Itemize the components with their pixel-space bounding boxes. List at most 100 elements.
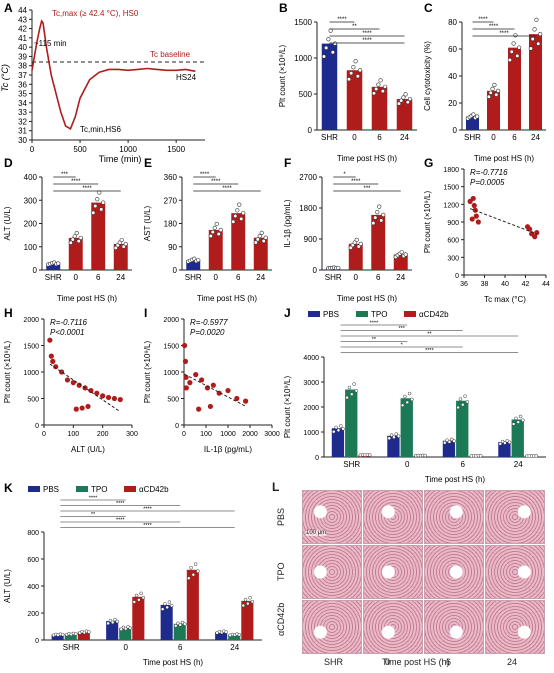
bar [186, 569, 199, 640]
bar [442, 440, 456, 457]
data-point [231, 219, 236, 224]
data-point [447, 440, 452, 444]
sig-label: **** [337, 17, 347, 23]
bar [498, 442, 511, 457]
data-point [371, 221, 376, 226]
bar [173, 623, 186, 640]
x-tick-label: 6 [236, 273, 241, 282]
x-axis-label: Time post HS (h) [57, 294, 117, 303]
y-axis-label: Plt count (×10⁹/L) [143, 340, 152, 403]
sig-label: **** [362, 38, 372, 44]
bar [371, 214, 386, 270]
trend-line [469, 208, 537, 235]
y-tick-label: 34 [18, 99, 27, 108]
data-point [392, 435, 396, 439]
bar [160, 604, 173, 640]
bar [51, 634, 64, 640]
y-tick-label: 270 [164, 196, 178, 205]
histology-tile [302, 545, 362, 599]
data-point [346, 77, 352, 82]
y-tick-label: 500 [167, 397, 179, 404]
data-point [387, 436, 392, 441]
sig-label: ** [91, 512, 96, 518]
data-point [105, 394, 112, 401]
panel-k: K PBS TPO αCD42b ALT (U/L) Time post HS (h) 0 2… [0, 480, 270, 668]
sig-label: **** [116, 518, 125, 524]
x-tick-label: 1000 [119, 145, 137, 154]
data-point [76, 382, 82, 388]
y-axis-label: AST (U/L) [143, 205, 152, 241]
data-point [396, 434, 401, 438]
y-tick-label: 0 [175, 423, 179, 430]
data-point [87, 630, 91, 634]
bar [113, 243, 128, 270]
scale-bar-label: 100 μm [306, 530, 327, 536]
x-tick-label: SHR [325, 273, 342, 282]
data-point [471, 202, 477, 209]
bar [321, 43, 338, 130]
data-point [70, 237, 75, 242]
data-point [458, 397, 463, 401]
histology-tile [424, 545, 484, 599]
bar [77, 631, 90, 640]
data-point [196, 258, 201, 263]
column-label: 24 [507, 657, 518, 667]
bar [91, 202, 106, 270]
data-point [119, 237, 124, 243]
x-tick-label: 200 [97, 431, 109, 438]
legend-label: TPO [371, 310, 387, 319]
data-point [134, 593, 139, 598]
column-label: 6 [446, 657, 452, 667]
data-point [351, 65, 356, 70]
data-point [336, 265, 341, 271]
x-tick-label: SHR [321, 133, 338, 142]
bar [371, 86, 388, 130]
data-point [330, 50, 335, 55]
y-axis-label: Cell cytotoxicity (%) [423, 41, 432, 111]
legend-label: PBS [43, 485, 59, 494]
data-point [183, 374, 189, 380]
data-point [191, 572, 196, 577]
sig-label: **** [143, 523, 152, 529]
legend-label: αCD42b [419, 310, 449, 319]
x-tick-label: 24 [400, 133, 409, 142]
data-point [243, 398, 249, 404]
row-label: αCD42b [276, 602, 286, 636]
data-point [496, 88, 501, 93]
data-point [478, 454, 483, 458]
data-point [514, 416, 518, 421]
y-tick-label: 80 [448, 18, 457, 27]
bar [331, 428, 345, 457]
x-axis-label: IL-1β (pg/mL) [204, 445, 253, 454]
data-point [452, 439, 456, 443]
data-point [196, 569, 200, 573]
annotation-hs24: HS24 [176, 73, 197, 82]
data-point [189, 565, 193, 570]
sig-label: *** [61, 172, 69, 178]
y-tick-label: 0 [33, 266, 38, 275]
panel-g: G Plt count (×10⁹/L) Tc max (°C) R=-0.7716 P… [420, 155, 554, 305]
panel-letter: A [4, 1, 13, 15]
x-tick-label: 0 [491, 133, 496, 142]
data-point [74, 632, 78, 636]
y-tick-label: 1000 [23, 370, 39, 377]
data-point [100, 393, 106, 399]
data-point [410, 397, 414, 402]
data-point [48, 353, 54, 359]
y-tick-label: 400 [27, 584, 39, 591]
y-tick-label: 200 [27, 611, 39, 618]
legend-swatch [28, 486, 40, 492]
bar [215, 631, 228, 640]
data-point [367, 453, 372, 457]
x-axis-label: Time post HS (h) [337, 154, 397, 163]
data-point [110, 620, 115, 625]
panel-e-chart: E AST (U/L) Time post HS (h) 0 90 180 270 360 SH… [143, 156, 272, 303]
bar [132, 596, 145, 640]
data-point [321, 54, 327, 59]
y-tick-label: 300 [447, 255, 459, 262]
x-tick-label: 0 [74, 273, 79, 282]
data-point [465, 400, 470, 404]
data-point [139, 591, 143, 596]
x-tick-label: 24 [230, 643, 239, 652]
r-value: R=-0.5977 [190, 318, 228, 327]
